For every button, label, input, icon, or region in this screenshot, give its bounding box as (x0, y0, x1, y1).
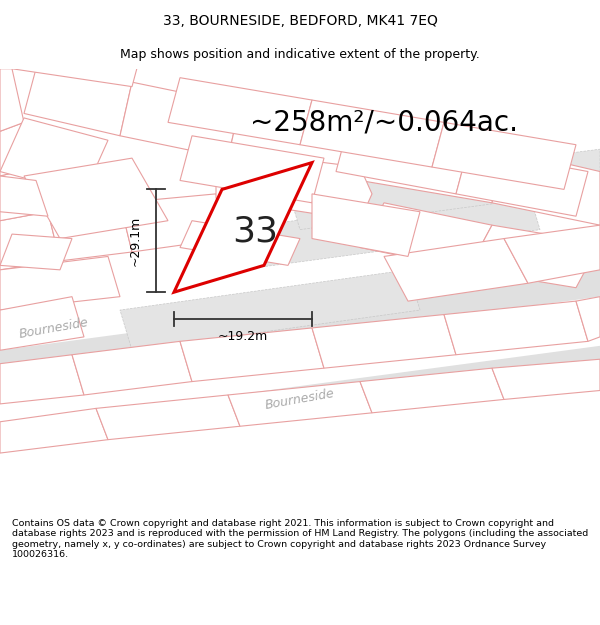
Polygon shape (48, 202, 132, 261)
Polygon shape (0, 297, 84, 350)
Polygon shape (312, 194, 420, 256)
Polygon shape (444, 301, 588, 355)
Polygon shape (0, 122, 36, 176)
Polygon shape (180, 328, 324, 381)
Text: Bourneside: Bourneside (264, 387, 336, 412)
Text: Bourneside: Bourneside (18, 316, 90, 341)
Polygon shape (228, 104, 372, 181)
Polygon shape (180, 136, 324, 202)
Text: Contains OS data © Crown copyright and database right 2021. This information is : Contains OS data © Crown copyright and d… (12, 519, 588, 559)
Polygon shape (360, 127, 504, 202)
Polygon shape (0, 167, 48, 221)
Polygon shape (96, 395, 240, 439)
Polygon shape (120, 194, 228, 252)
Polygon shape (0, 118, 108, 194)
Polygon shape (24, 69, 132, 136)
Polygon shape (228, 381, 372, 426)
Polygon shape (432, 122, 576, 189)
Text: 33: 33 (232, 215, 278, 249)
Polygon shape (504, 225, 600, 283)
Polygon shape (228, 189, 540, 270)
Polygon shape (120, 270, 420, 350)
Polygon shape (492, 359, 600, 399)
Polygon shape (456, 149, 588, 216)
Polygon shape (0, 408, 108, 453)
Polygon shape (0, 234, 72, 270)
Polygon shape (384, 239, 528, 301)
Text: Map shows position and indicative extent of the property.: Map shows position and indicative extent… (120, 48, 480, 61)
Polygon shape (216, 149, 372, 221)
Polygon shape (288, 149, 600, 229)
Polygon shape (300, 100, 444, 167)
Polygon shape (174, 162, 312, 292)
Polygon shape (0, 69, 24, 131)
Polygon shape (72, 341, 192, 395)
Polygon shape (336, 127, 468, 194)
Polygon shape (468, 225, 600, 288)
Polygon shape (0, 270, 600, 377)
Polygon shape (168, 78, 312, 145)
Polygon shape (312, 314, 456, 368)
Text: 33, BOURNESIDE, BEDFORD, MK41 7EQ: 33, BOURNESIDE, BEDFORD, MK41 7EQ (163, 14, 437, 28)
Polygon shape (0, 256, 120, 310)
Polygon shape (576, 297, 600, 341)
Text: ~29.1m: ~29.1m (128, 216, 142, 266)
Polygon shape (12, 24, 144, 87)
Text: ~19.2m: ~19.2m (218, 331, 268, 343)
Polygon shape (0, 212, 60, 270)
Text: ~258m²/~0.064ac.: ~258m²/~0.064ac. (250, 108, 518, 136)
Polygon shape (180, 221, 300, 266)
Polygon shape (0, 355, 84, 404)
Polygon shape (120, 82, 240, 158)
Polygon shape (492, 149, 600, 225)
Polygon shape (360, 202, 492, 270)
Polygon shape (0, 346, 600, 453)
Polygon shape (24, 158, 168, 239)
Polygon shape (0, 176, 48, 216)
Polygon shape (360, 368, 504, 413)
